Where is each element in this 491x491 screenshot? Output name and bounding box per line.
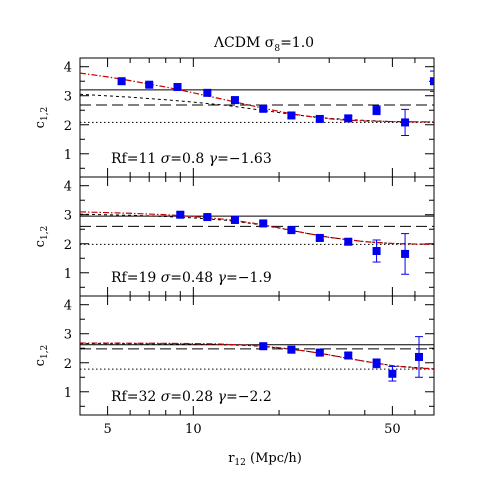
annotation-gamma-symbol: γ <box>218 270 227 286</box>
y-tick-label: 3 <box>64 90 72 105</box>
x-tick-label: 10 <box>185 422 202 437</box>
annotation-sigma-symbol: σ <box>161 151 171 167</box>
x-axis-label: r12 (Mpc/h) <box>228 451 302 468</box>
data-point <box>414 352 423 361</box>
data-point <box>344 237 353 246</box>
panel-plot-area <box>80 336 434 382</box>
data-point <box>259 104 268 113</box>
y-axis-label: c1,2 <box>33 107 50 129</box>
annotation-sigma-symbol: σ <box>161 389 171 405</box>
annotation-gamma-symbol: γ <box>218 389 227 405</box>
panel-1: 1 2 3 4 c1,2 Rf=11 σ=0.8 γ=−1.63 <box>33 57 435 178</box>
model-curve-black-dashed <box>80 343 434 370</box>
annotation-gamma-value: =−1.63 <box>217 151 272 167</box>
data-point <box>287 345 296 354</box>
chart-title-main: ΛCDM σ <box>213 35 275 51</box>
data-point <box>259 342 268 351</box>
data-point <box>372 247 381 256</box>
y-axis-label-main: c <box>33 240 48 247</box>
data-point <box>287 226 296 235</box>
y-axis-label-sub: 1,2 <box>40 107 50 121</box>
panel-2: 1 2 3 4 c1,2 Rf=19 σ=0.48 γ=−1.9 <box>33 176 435 297</box>
data-point <box>344 351 353 360</box>
data-point <box>203 213 212 222</box>
chart-title-tail: =1.0 <box>280 35 314 51</box>
annotation-gamma-symbol: γ <box>209 151 218 167</box>
y-axis-label-main: c <box>33 359 48 366</box>
x-axis-label-tail: (Mpc/h) <box>246 451 302 466</box>
y-tick-label: 4 <box>64 61 72 76</box>
x-axis-label-main: r <box>228 451 235 466</box>
data-point <box>315 348 324 357</box>
annotation-sigma-value: =0.48 <box>170 270 217 286</box>
annotation-rf: Rf=19 <box>111 270 161 286</box>
x-axis-label-sub: 12 <box>234 458 245 468</box>
annotation-gamma-value: =−2.2 <box>226 389 272 405</box>
annotation-sigma-symbol: σ <box>161 270 171 286</box>
chart-title: ΛCDM σ8=1.0 <box>213 35 314 54</box>
panel-annotation: Rf=11 σ=0.8 γ=−1.63 <box>111 151 272 167</box>
annotation-rf: Rf=11 <box>111 151 161 167</box>
y-axis-label-sub: 1,2 <box>40 345 50 359</box>
annotation-gamma-value: =−1.9 <box>226 270 272 286</box>
data-point <box>230 215 239 224</box>
data-point <box>203 88 212 97</box>
data-point <box>117 77 126 86</box>
data-point <box>430 77 434 86</box>
y-axis-label: c1,2 <box>33 345 50 367</box>
panel-frame <box>79 295 435 416</box>
data-point <box>388 369 397 378</box>
data-point <box>230 96 239 105</box>
y-tick-label: 2 <box>64 357 72 372</box>
data-point <box>401 249 410 258</box>
panel-3: 1 2 3 4 c1,2 Rf=32 σ=0.28 γ=−2.2 <box>33 295 435 416</box>
model-curve-red <box>80 72 434 123</box>
model-curve-black-dashed <box>80 213 434 245</box>
y-axis-label-main: c <box>33 121 48 128</box>
y-tick-label: 2 <box>64 238 72 253</box>
data-point <box>259 219 268 228</box>
data-point <box>315 114 324 123</box>
model-curve-red <box>80 211 434 245</box>
model-curve-red <box>80 342 434 370</box>
panel-plot-area <box>80 70 434 136</box>
data-point <box>315 233 324 242</box>
annotation-sigma-value: =0.28 <box>170 389 217 405</box>
chart-title-sub: 8 <box>274 44 280 54</box>
y-tick-label: 1 <box>64 148 72 163</box>
panel-annotation: Rf=32 σ=0.28 γ=−2.2 <box>111 389 272 405</box>
y-tick-label: 1 <box>64 267 72 282</box>
data-point <box>401 118 410 127</box>
y-tick-label: 4 <box>64 180 72 195</box>
x-tick-label: 50 <box>384 422 401 437</box>
annotation-sigma-value: =0.8 <box>170 151 208 167</box>
x-tick-label: 5 <box>103 422 111 437</box>
panel-annotation: Rf=19 σ=0.48 γ=−1.9 <box>111 270 272 286</box>
data-point <box>287 111 296 120</box>
panel-plot-area <box>80 210 434 275</box>
y-tick-label: 3 <box>64 209 72 224</box>
y-axis-label: c1,2 <box>33 226 50 248</box>
y-tick-label: 2 <box>64 119 72 134</box>
data-point <box>344 114 353 123</box>
model-curve-black-dashed <box>80 93 434 123</box>
y-axis-label-sub: 1,2 <box>40 226 50 240</box>
data-point <box>173 83 182 92</box>
y-tick-label: 1 <box>64 386 72 401</box>
y-tick-label: 4 <box>64 299 72 314</box>
data-point <box>372 359 381 368</box>
annotation-rf: Rf=32 <box>111 389 161 405</box>
data-point <box>176 210 185 219</box>
data-point <box>372 106 381 115</box>
y-tick-label: 3 <box>64 328 72 343</box>
data-point <box>145 80 154 89</box>
